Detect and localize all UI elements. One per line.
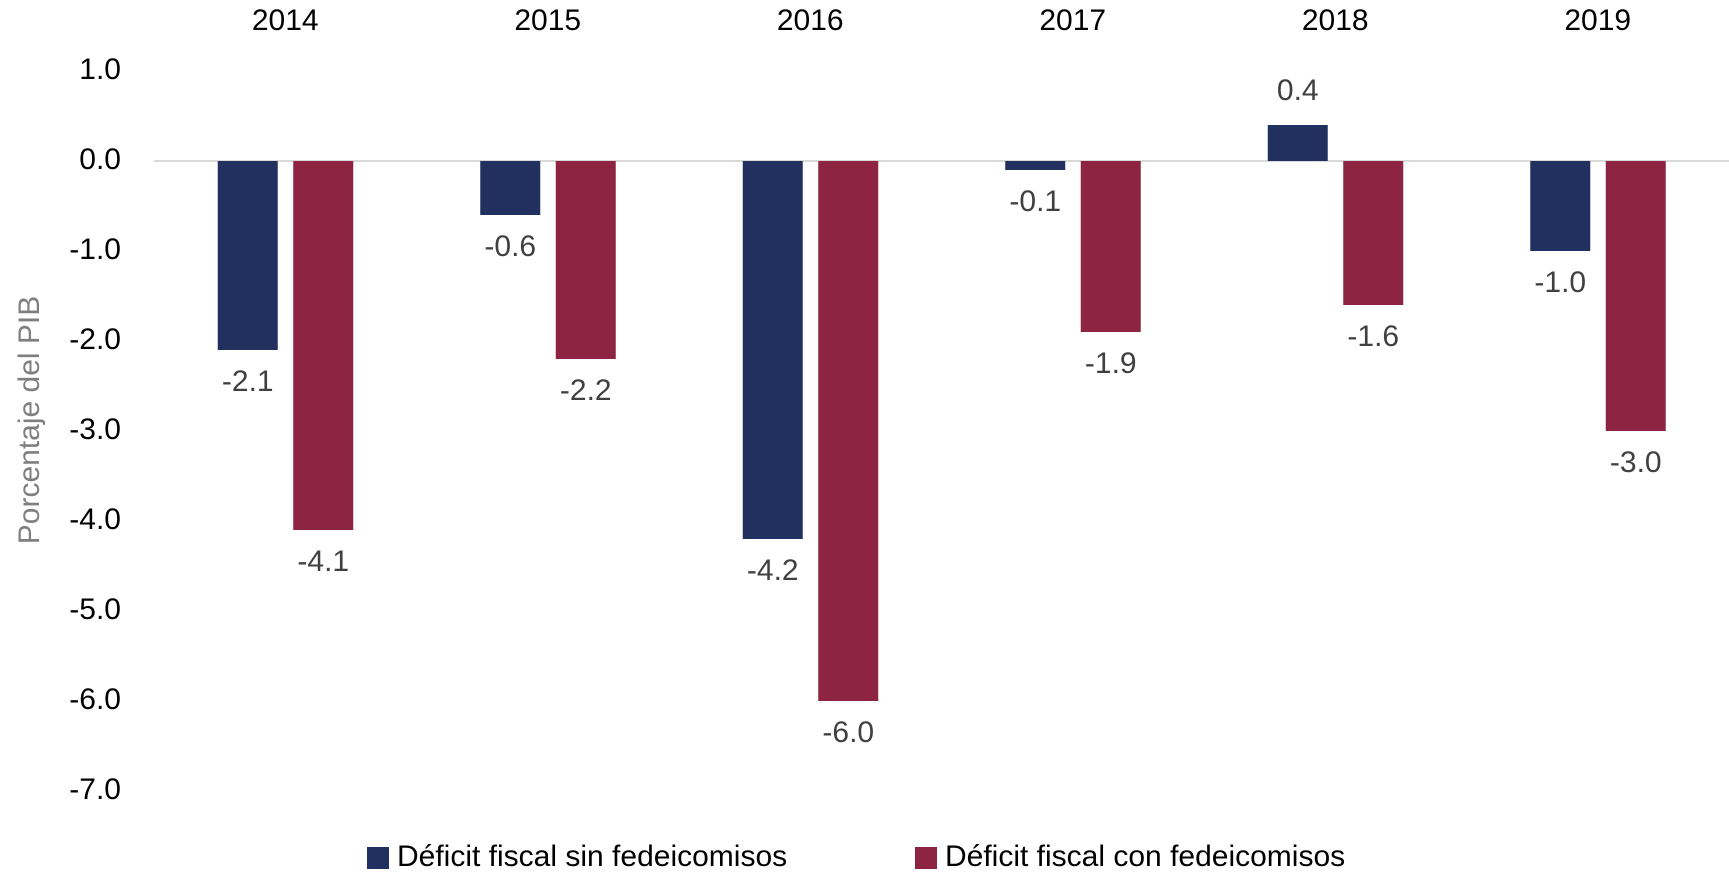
value-label: -2.2 (560, 374, 612, 407)
legend-swatch (367, 847, 389, 869)
bar (742, 161, 803, 539)
x-tick-label: 2014 (252, 4, 319, 37)
value-label: -4.1 (297, 545, 349, 578)
legend-label: Déficit fiscal sin fedeicomisos (397, 840, 787, 873)
bar (555, 161, 616, 359)
y-tick-label: -7.0 (69, 773, 121, 806)
x-tick-label: 2016 (777, 4, 844, 37)
bar (1605, 161, 1666, 431)
x-tick-label: 2019 (1564, 4, 1631, 37)
y-tick-label: -6.0 (69, 683, 121, 716)
y-tick-label: -3.0 (69, 413, 121, 446)
bar (1005, 161, 1066, 170)
value-label: -4.2 (747, 554, 799, 587)
y-tick-label: 0.0 (79, 143, 121, 176)
bar (480, 161, 541, 215)
legend-label: Déficit fiscal con fedeicomisos (945, 840, 1345, 873)
value-label: -6.0 (822, 716, 874, 749)
y-axis-title: Porcentaje del PIB (13, 296, 46, 544)
value-label: -1.9 (1085, 347, 1137, 380)
bar (1267, 125, 1328, 161)
value-label: -3.0 (1610, 446, 1662, 479)
value-label: 0.4 (1277, 74, 1319, 107)
bar (818, 161, 879, 701)
x-tick-label: 2018 (1302, 4, 1369, 37)
bar (217, 161, 278, 350)
y-tick-label: -2.0 (69, 323, 121, 356)
y-tick-label: -4.0 (69, 503, 121, 536)
bar (293, 161, 354, 530)
y-tick-label: 1.0 (79, 53, 121, 86)
value-label: -0.1 (1009, 185, 1061, 218)
bar (1343, 161, 1404, 305)
y-tick-label: -1.0 (69, 233, 121, 266)
x-tick-label: 2017 (1039, 4, 1106, 37)
y-tick-label: -5.0 (69, 593, 121, 626)
bar (1530, 161, 1591, 251)
value-label: -1.6 (1347, 320, 1399, 353)
legend-swatch (915, 847, 937, 869)
value-label: -2.1 (222, 365, 274, 398)
value-label: -1.0 (1534, 266, 1586, 299)
x-tick-label: 2015 (514, 4, 581, 37)
bar (1080, 161, 1141, 332)
value-label: -0.6 (484, 230, 536, 263)
